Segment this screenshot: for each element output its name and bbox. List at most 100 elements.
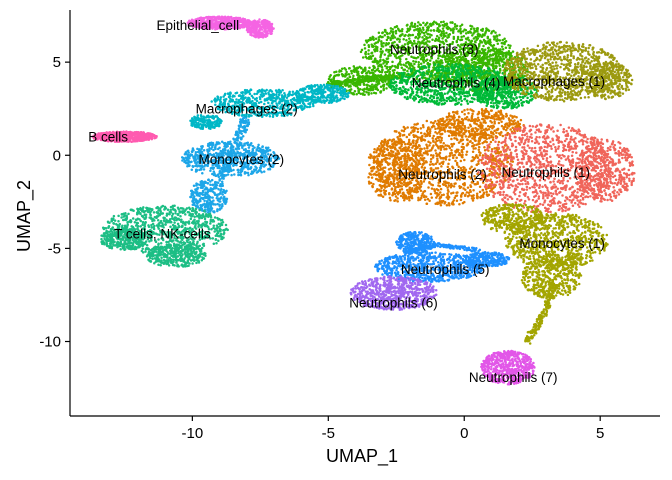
point-macrophages-1 [594,55,598,58]
point-neutrophils-3 [354,83,358,87]
point-neutrophils-3 [490,31,493,35]
point-neutrophils-3 [377,31,381,34]
point-epithelial-cell [257,20,260,24]
point-neutrophils-3 [353,78,357,81]
point-epithelial-cell [267,24,271,28]
point-neutrophils-4 [447,62,451,66]
point-neutrophils-3 [442,32,446,35]
point-neutrophils-4 [430,72,433,75]
point-neutrophils-3 [400,66,404,70]
point-epithelial-cell [265,30,268,33]
bridge-point [548,298,551,301]
bridge-point [434,243,438,246]
point-neutrophils-3 [379,47,383,51]
point-epithelial-cell [249,20,253,24]
point-macrophages-1 [516,62,520,65]
point-neutrophils-3 [500,41,504,45]
point-neutrophils-3 [409,34,412,37]
point-neutrophils-4 [413,99,416,102]
point-neutrophils-3 [371,45,375,48]
point-neutrophils-4 [485,91,488,94]
point-macrophages-1 [536,63,540,66]
point-neutrophils-3 [376,88,380,92]
bridge-point [528,342,532,345]
point-neutrophils-3 [379,91,382,94]
bridge-point [548,306,551,309]
point-neutrophils-3 [471,61,474,64]
point-neutrophils-3 [500,45,504,48]
point-neutrophils-3 [361,56,365,59]
point-neutrophils-4 [444,67,448,70]
point-neutrophils-4 [460,64,463,67]
point-neutrophils-3 [477,57,481,61]
bridge-point [537,315,541,319]
point-neutrophils-3 [384,30,387,33]
point-macrophages-1 [559,40,563,44]
point-neutrophils-3 [370,68,374,72]
point-neutrophils-4 [389,86,393,89]
point-neutrophils-3 [418,32,422,36]
point-neutrophils-3 [372,79,375,82]
point-neutrophils-3 [428,59,432,62]
bridge-point [470,249,474,253]
point-macrophages-1 [573,62,577,66]
bridge-point [247,118,250,122]
point-neutrophils-3 [400,29,404,33]
point-neutrophils-3 [444,34,447,38]
bridge-point [545,309,549,313]
point-neutrophils-4 [437,66,440,69]
point-neutrophils-3 [378,63,382,67]
point-neutrophils-4 [424,97,428,101]
point-neutrophils-3 [493,50,496,53]
point-macrophages-1 [561,98,564,101]
point-neutrophils-4 [512,105,516,108]
point-macrophages-1 [580,58,584,61]
point-neutrophils-4 [407,88,410,92]
point-neutrophils-3 [496,48,499,52]
point-neutrophils-3 [474,63,478,67]
point-neutrophils-3 [370,75,374,79]
point-neutrophils-3 [385,48,388,51]
point-neutrophils-4 [438,98,441,102]
point-neutrophils-4 [414,96,417,100]
bridge-point [438,243,441,246]
point-macrophages-1 [547,49,550,52]
point-neutrophils-4 [503,99,506,103]
point-neutrophils-3 [483,48,487,52]
point-neutrophils-3 [377,69,381,73]
point-epithelial-cell [241,17,245,21]
point-neutrophils-3 [421,58,425,62]
point-neutrophils-3 [444,58,447,61]
point-neutrophils-3 [370,92,373,95]
point-neutrophils-3 [425,21,429,25]
point-neutrophils-3 [441,61,444,64]
point-neutrophils-4 [463,97,467,101]
point-neutrophils-4 [451,97,455,100]
point-neutrophils-3 [377,82,381,85]
point-neutrophils-3 [375,49,379,52]
point-neutrophils-3 [485,53,489,56]
bridge-point [535,317,539,321]
point-neutrophils-3 [395,56,398,60]
point-neutrophils-4 [433,90,436,94]
point-macrophages-1 [521,55,524,59]
point-neutrophils-3 [367,80,370,83]
point-neutrophils-3 [386,36,390,40]
point-neutrophils-4 [424,91,427,95]
point-epithelial-cell [259,31,263,35]
point-neutrophils-3 [382,42,385,45]
point-neutrophils-3 [364,72,368,75]
point-neutrophils-4 [425,100,429,104]
point-macrophages-1 [533,53,536,57]
point-neutrophils-3 [496,38,500,42]
point-neutrophils-3 [390,34,394,38]
point-neutrophils-3 [419,23,423,27]
point-epithelial-cell [257,33,260,37]
point-macrophages-1 [526,47,529,50]
bridge-point [545,300,548,304]
point-neutrophils-4 [440,92,443,95]
point-neutrophils-3 [442,20,445,24]
point-neutrophils-4 [459,103,463,106]
point-neutrophils-3 [340,67,344,71]
point-neutrophils-3 [430,33,433,37]
